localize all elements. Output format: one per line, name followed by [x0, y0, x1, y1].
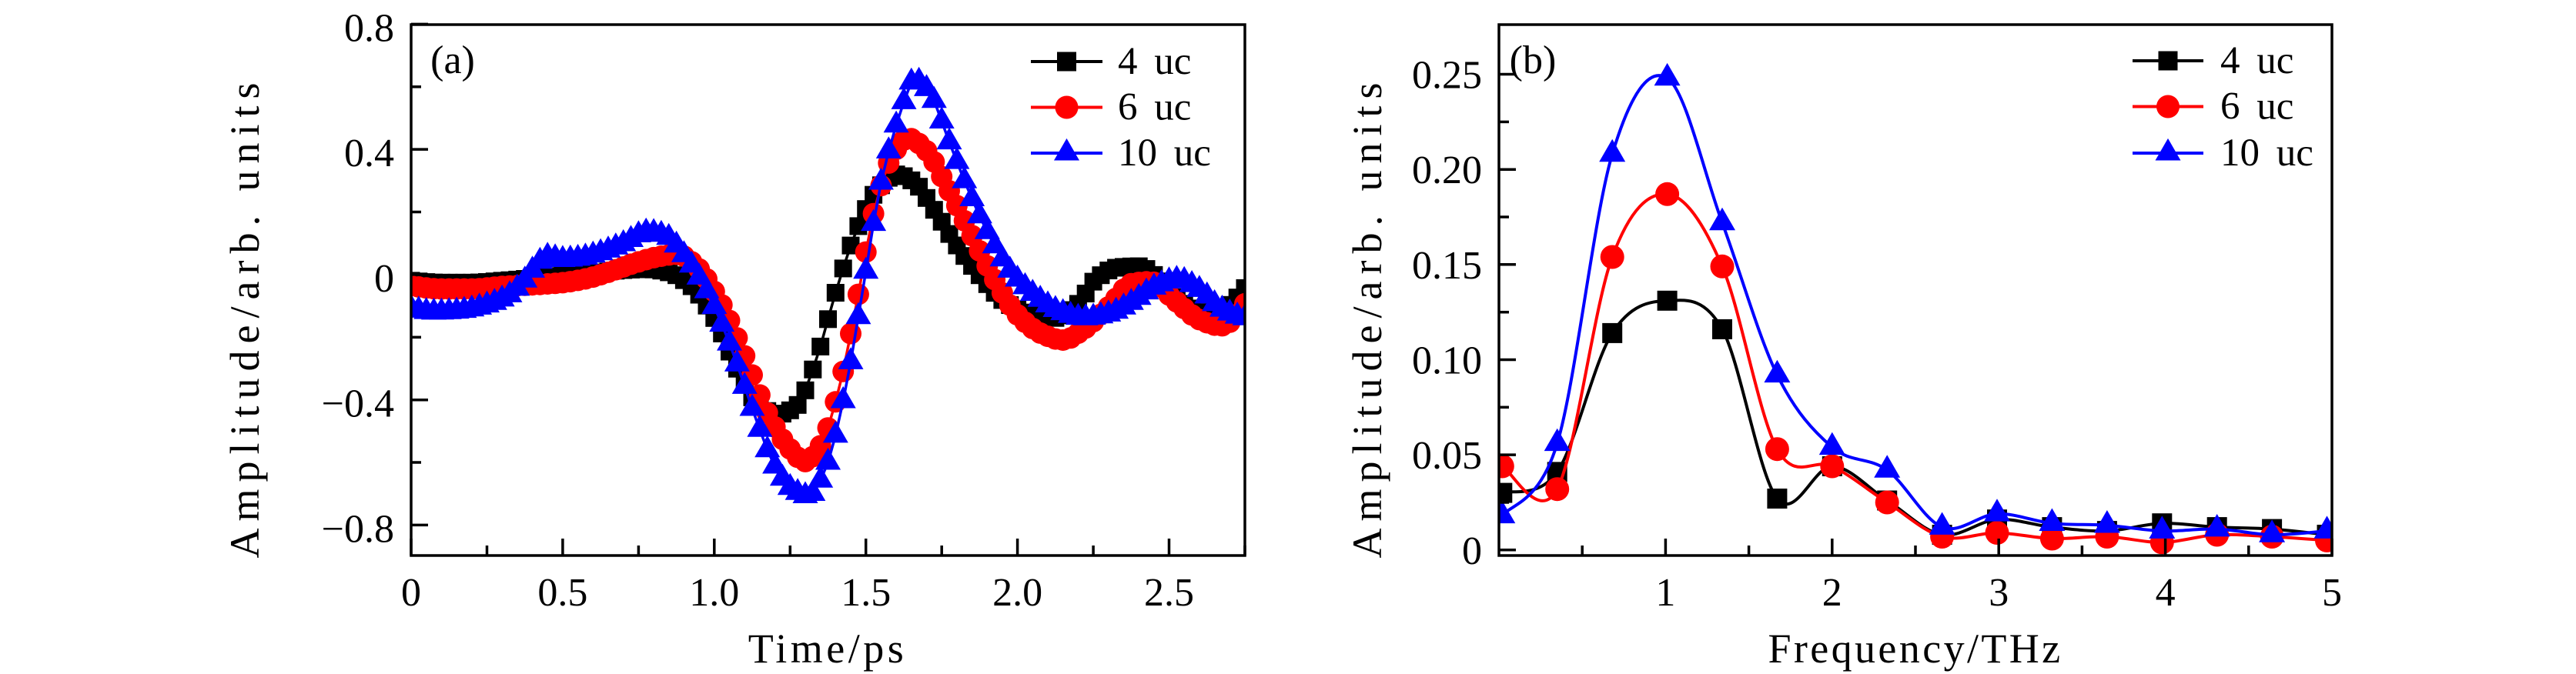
svg-text:(a): (a) — [430, 38, 475, 82]
svg-text:Time/ps: Time/ps — [748, 626, 908, 672]
svg-text:Amplitude/arb. units: Amplitude/arb. units — [222, 76, 268, 559]
svg-text:(b): (b) — [1510, 38, 1557, 82]
svg-text:6 uc: 6 uc — [2220, 85, 2293, 128]
svg-text:1.5: 1.5 — [841, 571, 891, 615]
svg-text:0: 0 — [401, 571, 421, 615]
svg-text:2.0: 2.0 — [992, 571, 1042, 615]
svg-text:3: 3 — [1989, 571, 2009, 615]
svg-text:0.5: 0.5 — [537, 571, 587, 615]
svg-text:0.05: 0.05 — [1412, 434, 1482, 478]
svg-text:0.4: 0.4 — [344, 132, 394, 175]
svg-text:0: 0 — [1462, 529, 1482, 573]
svg-text:4: 4 — [2156, 571, 2176, 615]
svg-text:2.5: 2.5 — [1144, 571, 1194, 615]
svg-text:0.25: 0.25 — [1412, 54, 1482, 98]
svg-text:0.20: 0.20 — [1412, 148, 1482, 192]
svg-text:Amplitude/arb. units: Amplitude/arb. units — [1344, 76, 1390, 559]
svg-text:1.0: 1.0 — [689, 571, 739, 615]
svg-text:0.15: 0.15 — [1412, 244, 1482, 288]
svg-text:5: 5 — [2322, 571, 2342, 615]
svg-text:0.8: 0.8 — [344, 6, 394, 50]
svg-text:−0.4: −0.4 — [322, 382, 394, 426]
svg-text:1: 1 — [1655, 571, 1675, 615]
svg-text:0: 0 — [374, 257, 394, 301]
svg-text:−0.8: −0.8 — [322, 507, 394, 551]
svg-text:6 uc: 6 uc — [1118, 86, 1191, 129]
svg-text:10 uc: 10 uc — [1118, 132, 1211, 175]
svg-text:10 uc: 10 uc — [2220, 132, 2313, 175]
svg-text:4 uc: 4 uc — [2220, 39, 2293, 82]
svg-text:4 uc: 4 uc — [1118, 40, 1191, 83]
svg-text:Frequency/THz: Frequency/THz — [1768, 626, 2062, 672]
svg-text:0.10: 0.10 — [1412, 339, 1482, 383]
svg-text:2: 2 — [1822, 571, 1842, 615]
